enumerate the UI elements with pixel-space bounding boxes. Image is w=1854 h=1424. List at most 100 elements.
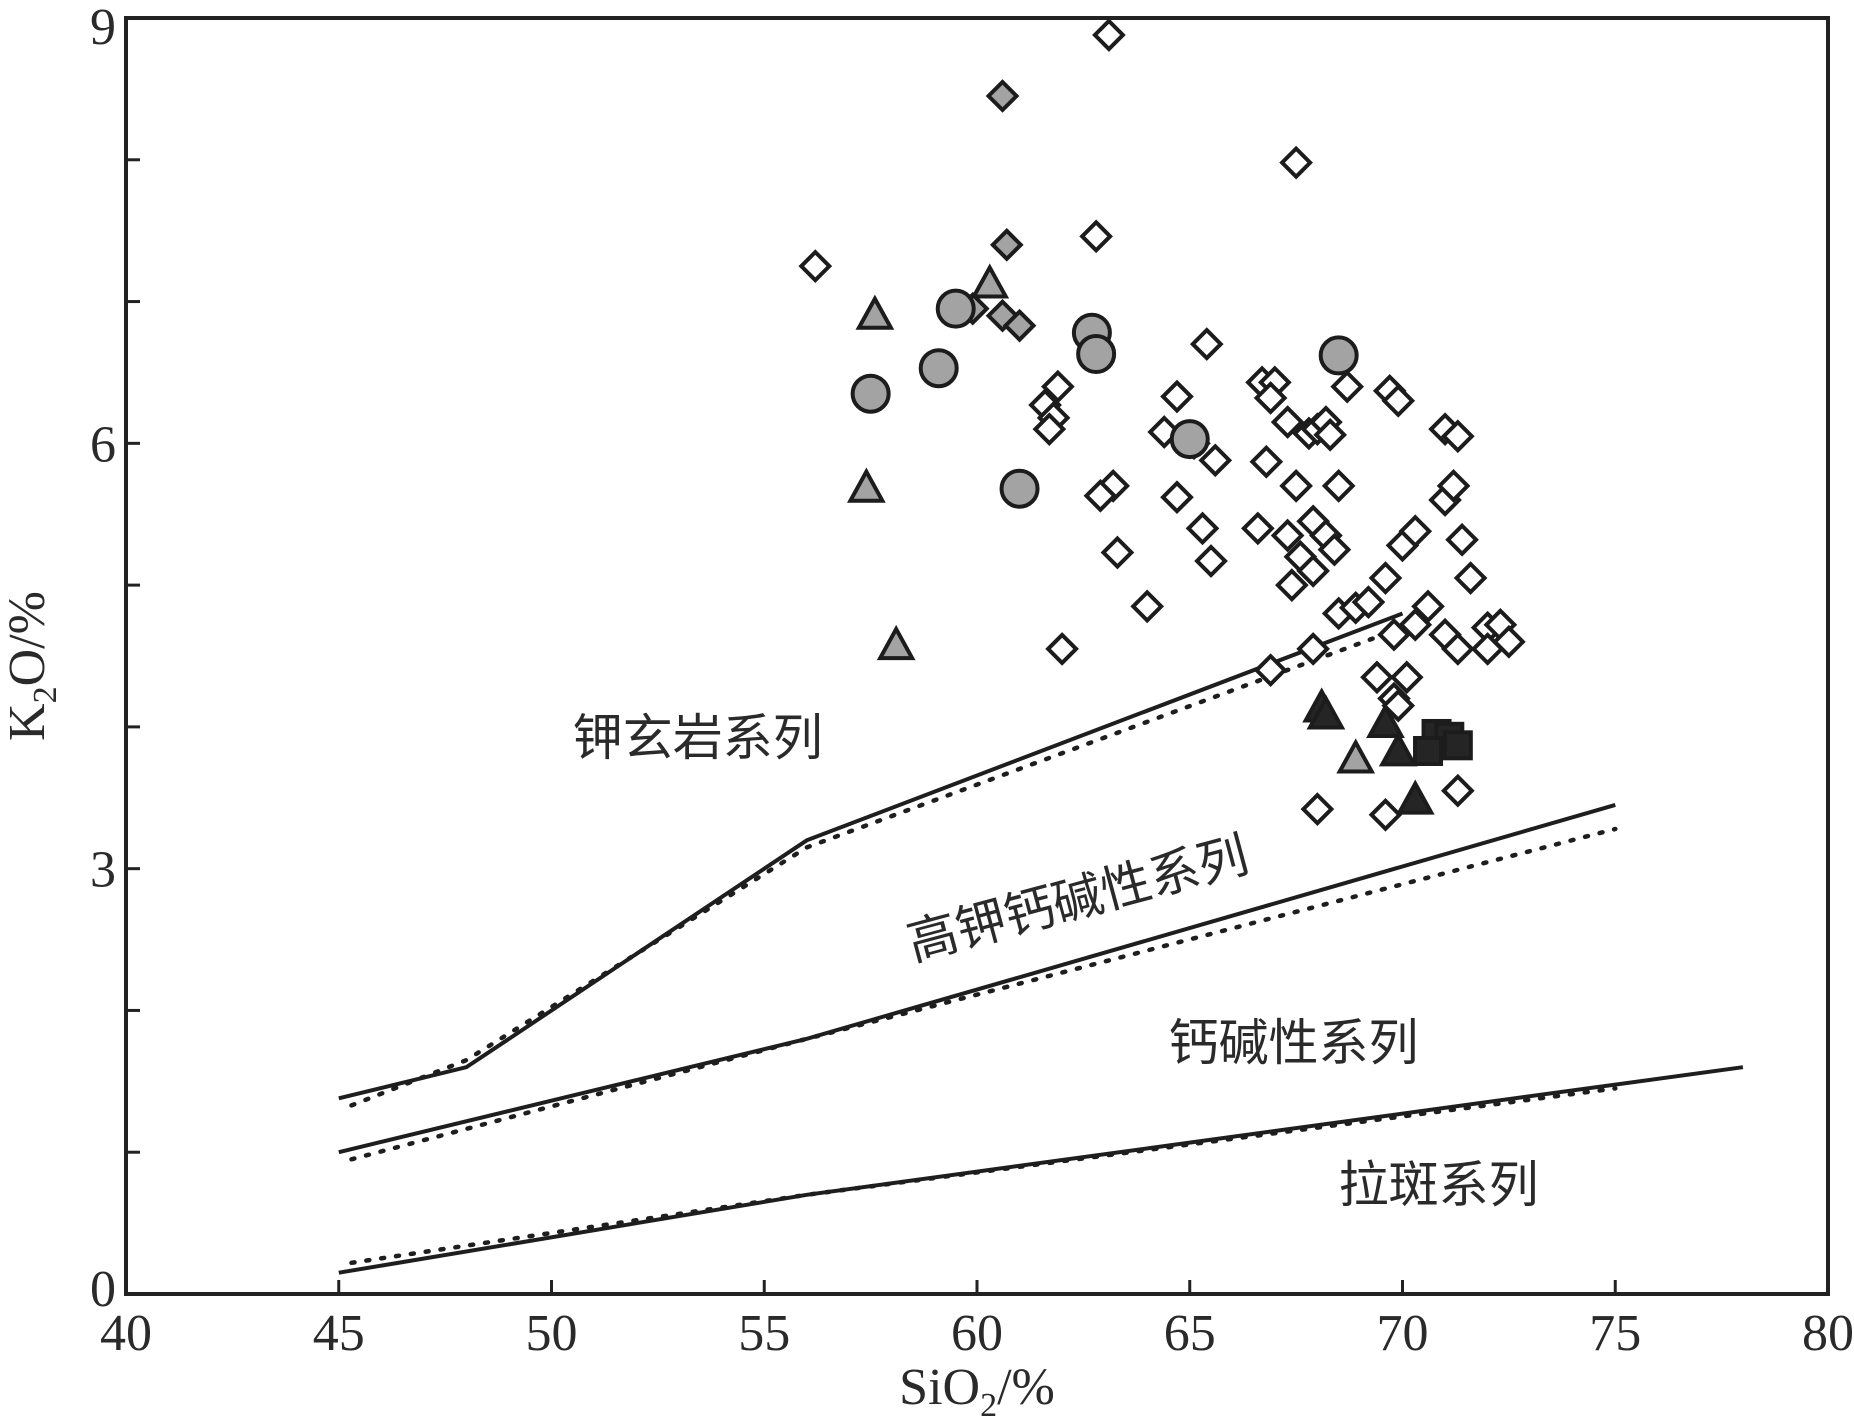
- diamond-point: [1377, 617, 1411, 652]
- diamond-point: [1381, 383, 1416, 418]
- diamond-point: [1241, 511, 1275, 546]
- x-axis-title: SiO2/%: [899, 1359, 1055, 1424]
- y-axis-title-unit: O/%: [0, 591, 56, 686]
- diamond-point: [1194, 544, 1228, 578]
- square-point: [1442, 730, 1473, 761]
- diamond-point: [1368, 561, 1403, 595]
- x-axis-ticks: 40 45 50 55 60 65 70 75 80: [100, 1280, 1854, 1362]
- diamond-point: [1296, 554, 1330, 588]
- diamond-point: [1045, 632, 1079, 666]
- diamond-point: [1160, 379, 1194, 414]
- diamond-point: [1445, 522, 1479, 557]
- x-tick-label: 70: [1377, 1305, 1429, 1362]
- y-axis-title: K2O/%: [0, 591, 64, 741]
- diamond-point: [1411, 589, 1445, 624]
- diamond-point: [1083, 478, 1118, 513]
- diamond-point: [1253, 381, 1288, 415]
- diamond-point: [989, 228, 1024, 262]
- diamond-point: [1321, 469, 1356, 503]
- boundary-line-solid: [338, 611, 1404, 1101]
- boundary-line-solid: [338, 802, 1616, 1155]
- x-tick-label: 55: [738, 1305, 790, 1362]
- triangle-point: [876, 624, 916, 661]
- x-axis-title-main: SiO: [899, 1359, 980, 1416]
- diamond-point: [1360, 660, 1394, 695]
- boundary-line-solid: [338, 1065, 1744, 1275]
- x-tick-label: 50: [526, 1305, 578, 1362]
- circle-point: [1169, 419, 1210, 460]
- triangle-point: [855, 294, 895, 330]
- diamond-point: [1317, 532, 1352, 567]
- diamond-point: [1041, 369, 1075, 404]
- diamond-point: [1249, 444, 1284, 479]
- region-label: 钙碱性系列: [1168, 1014, 1418, 1072]
- diamond-point: [1351, 585, 1386, 619]
- diamond-point: [1330, 369, 1365, 404]
- triangle-point: [1378, 731, 1418, 767]
- diamond-point: [1253, 653, 1288, 688]
- triangle-point: [1336, 738, 1376, 774]
- diamond-point: [1270, 518, 1305, 553]
- diamond-point: [1440, 632, 1475, 666]
- circle-point: [1076, 334, 1117, 375]
- diamond-point: [1300, 792, 1335, 826]
- triangle-point: [1366, 702, 1405, 739]
- diamond-point: [1453, 561, 1488, 595]
- diamond-point: [1440, 419, 1475, 454]
- plot-area-frame: [124, 16, 1830, 1296]
- region-label: 高钾钙碱性系列: [901, 826, 1254, 973]
- diamond-point: [1440, 773, 1475, 808]
- diamond-point: [1270, 405, 1305, 439]
- diamond-point: [985, 79, 1020, 113]
- diamond-point: [1398, 607, 1433, 642]
- triangle-point: [1395, 779, 1435, 815]
- diamond-point: [1279, 469, 1313, 503]
- y-axis-title-main: K: [0, 703, 56, 741]
- data-points: [798, 18, 1526, 832]
- x-tick-label: 75: [1589, 1305, 1641, 1362]
- diamond-point: [1436, 469, 1471, 503]
- diamond-point: [1092, 18, 1126, 52]
- y-axis-title-subscript: 2: [27, 686, 64, 703]
- diamond-point: [798, 249, 833, 283]
- y-tick-label: 0: [90, 1261, 116, 1318]
- circle-point: [935, 288, 976, 329]
- x-tick-label: 65: [1164, 1305, 1216, 1362]
- diamond-point: [1275, 568, 1309, 602]
- x-axis-title-unit: /%: [997, 1359, 1055, 1416]
- square-point: [1413, 735, 1444, 766]
- diamond-point: [1313, 417, 1347, 452]
- x-axis-title-subscript: 2: [980, 1387, 997, 1424]
- diamond-point: [1381, 688, 1416, 723]
- x-tick-label: 45: [313, 1305, 365, 1362]
- diamond-point: [1160, 480, 1194, 515]
- y-tick-label: 6: [90, 416, 116, 473]
- triangle-point: [846, 467, 886, 503]
- diamond-point: [1189, 327, 1224, 361]
- circle-point: [918, 348, 959, 389]
- diamond-point: [1279, 145, 1313, 180]
- diamond-point: [1470, 632, 1505, 666]
- diamond-point: [1002, 308, 1037, 343]
- circle-point: [999, 468, 1040, 509]
- circle-point: [850, 373, 891, 414]
- diamond-point: [1398, 514, 1433, 549]
- x-tick-label: 40: [100, 1305, 152, 1362]
- circle-point: [1318, 335, 1359, 376]
- series-boundary-lines: [338, 611, 1744, 1275]
- y-tick-label: 9: [90, 0, 116, 56]
- region-label: 钾玄岩系列: [573, 709, 823, 767]
- diamond-point: [1185, 511, 1220, 546]
- boundary-line-dotted: [349, 625, 1405, 1108]
- diamond-point: [1130, 589, 1165, 624]
- diamond-point: [1368, 797, 1403, 832]
- boundary-line-dotted: [349, 1086, 1618, 1266]
- diamond-point: [1296, 632, 1330, 666]
- triangle-point: [1306, 694, 1346, 730]
- diamond-point: [1100, 535, 1135, 570]
- diamond-point: [1032, 412, 1067, 446]
- triangle-point: [970, 263, 1010, 299]
- x-tick-label: 80: [1802, 1305, 1854, 1362]
